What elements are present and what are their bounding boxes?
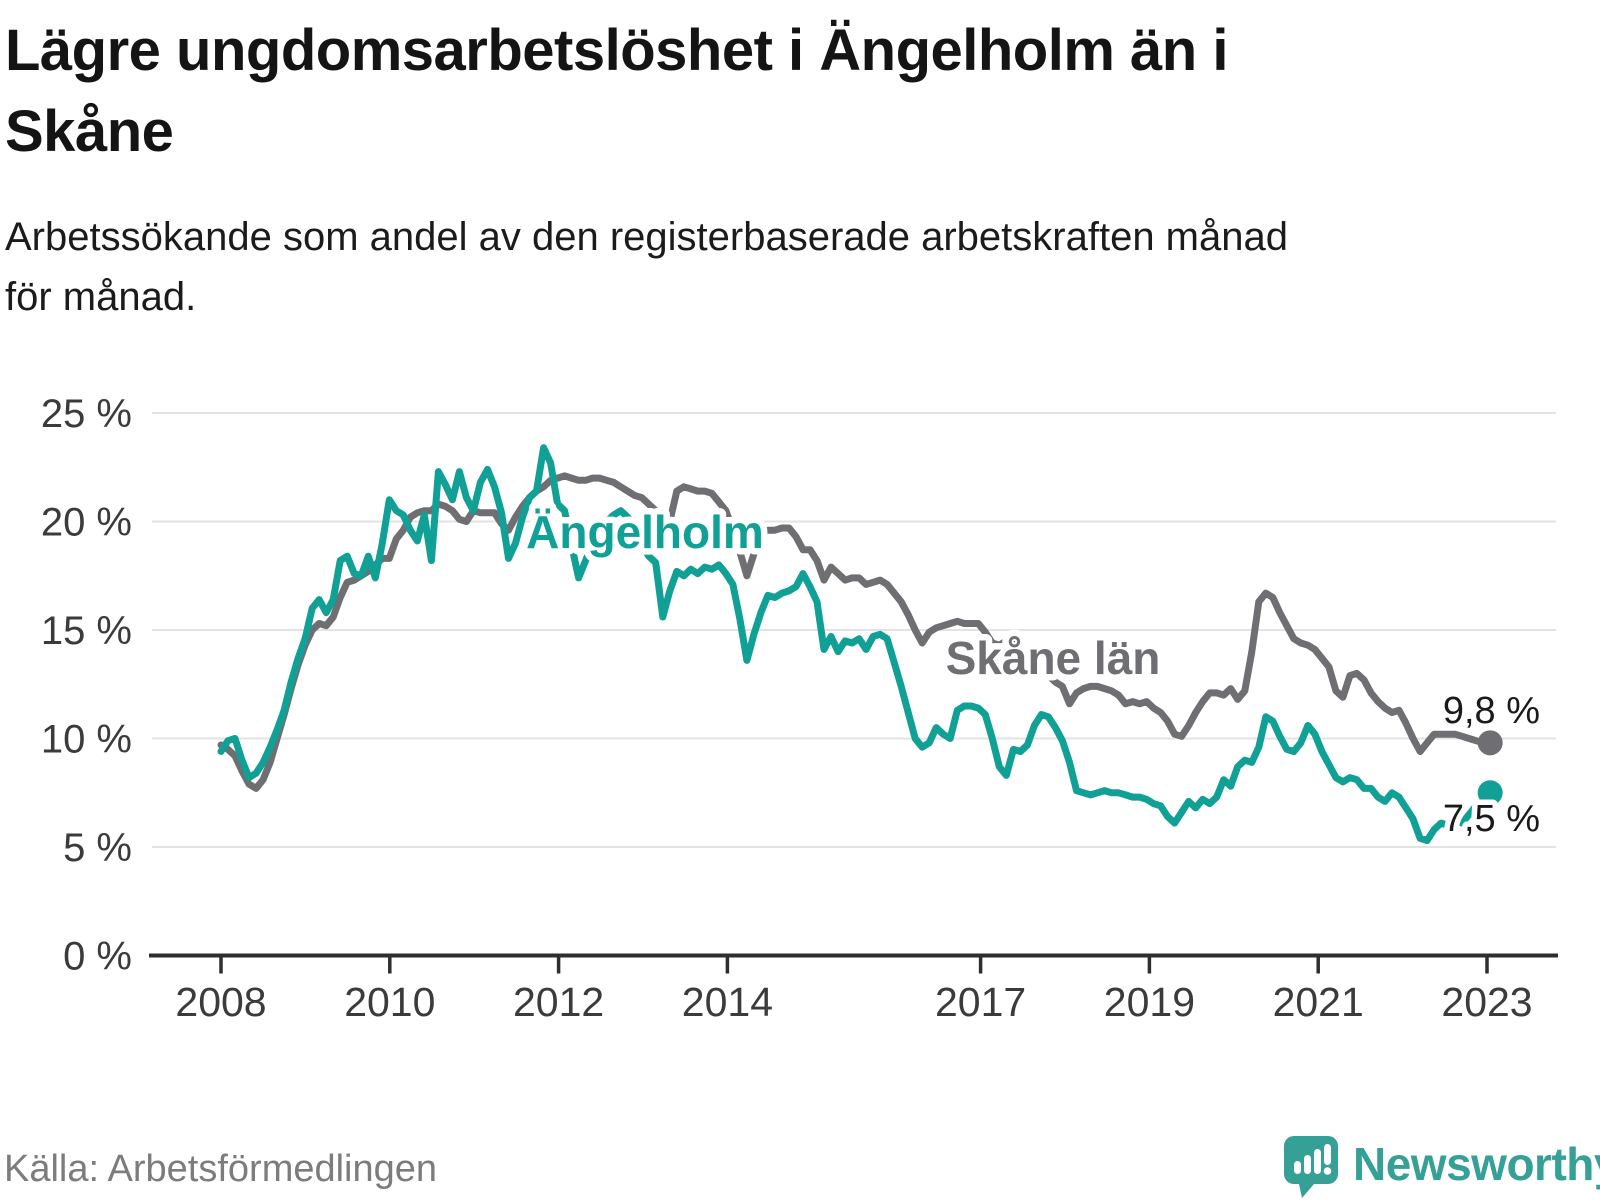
source-note: Källa: Arbetsförmedlingen xyxy=(4,1148,438,1190)
x-axis-label: 2008 xyxy=(175,979,266,1025)
x-axis-label: 2019 xyxy=(1104,979,1195,1025)
series-label-skane-lan: Skåne län xyxy=(946,632,1161,684)
y-axis-label: 15 % xyxy=(41,609,132,653)
series-label-angelholm: Ängelholm xyxy=(526,506,764,558)
y-axis-label: 5 % xyxy=(63,826,132,870)
subtitle-line-2: för månad. xyxy=(5,275,197,319)
newsworthy-logo-icon xyxy=(1284,1136,1338,1198)
end-dot-angelholm xyxy=(1477,780,1503,806)
title-line-2: Skåne xyxy=(5,99,174,164)
title-line-1: Lägre ungdomsarbetslöshet i Ängelholm än… xyxy=(5,18,1228,83)
newsworthy-logo-text: Newsworthy xyxy=(1353,1138,1600,1190)
x-axis-label: 2014 xyxy=(682,979,773,1025)
page-title: Lägre ungdomsarbetslöshet i Ängelholm än… xyxy=(5,10,1525,172)
y-axis-label: 0 % xyxy=(63,935,132,979)
end-dot-skane-lan xyxy=(1477,730,1503,756)
x-axis-label: 2021 xyxy=(1273,979,1364,1025)
x-axis-label: 2012 xyxy=(513,979,604,1025)
y-axis-label: 10 % xyxy=(41,718,132,762)
line-chart: 25 % 20 % 15 % 10 % 5 % 0 % 2008 2010 2012 2014 20… xyxy=(41,392,1558,1025)
x-axis-label: 2010 xyxy=(344,979,435,1025)
line-angelholm xyxy=(217,444,1494,844)
chart-subtitle: Arbetssökande som andel av den registerb… xyxy=(5,207,1545,327)
subtitle-line-1: Arbetssökande som andel av den registerb… xyxy=(5,215,1288,259)
end-value-label-angelholm: 7,5 % xyxy=(1443,798,1540,840)
x-axis-label: 2017 xyxy=(935,979,1026,1025)
y-axis-label: 25 % xyxy=(41,392,132,436)
x-axis-label: 2023 xyxy=(1441,979,1532,1025)
newsworthy-logo: Newsworthy xyxy=(1284,1136,1600,1198)
end-value-label-skane-lan: 9,8 % xyxy=(1443,690,1540,732)
y-axis-label: 20 % xyxy=(41,501,132,545)
